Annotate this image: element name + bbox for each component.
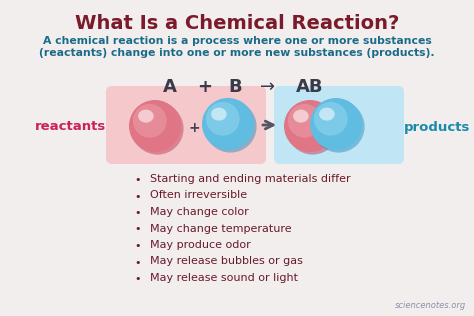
Text: What Is a Chemical Reaction?: What Is a Chemical Reaction? [75, 14, 399, 33]
Text: reactants: reactants [35, 120, 106, 133]
Text: May produce odor: May produce odor [150, 240, 251, 250]
Text: Starting and ending materials differ: Starting and ending materials differ [150, 174, 351, 184]
Ellipse shape [312, 100, 365, 153]
Text: +: + [198, 78, 212, 96]
Ellipse shape [287, 103, 338, 155]
Text: •: • [135, 258, 141, 268]
Ellipse shape [319, 108, 335, 121]
Ellipse shape [206, 102, 240, 136]
Text: (reactants) change into one or more new substances (products).: (reactants) change into one or more new … [39, 48, 435, 58]
Ellipse shape [293, 110, 309, 123]
Text: AB: AB [296, 78, 324, 96]
Text: products: products [404, 120, 470, 133]
FancyBboxPatch shape [106, 86, 266, 164]
Ellipse shape [288, 104, 322, 138]
Ellipse shape [132, 103, 183, 155]
Ellipse shape [129, 100, 181, 152]
Ellipse shape [138, 110, 154, 123]
Text: →: → [260, 78, 275, 96]
Text: May change temperature: May change temperature [150, 223, 292, 234]
Text: •: • [135, 208, 141, 218]
Text: •: • [135, 274, 141, 284]
Text: May release sound or light: May release sound or light [150, 273, 298, 283]
Text: •: • [135, 175, 141, 185]
Text: B: B [228, 78, 242, 96]
Text: •: • [135, 191, 141, 202]
FancyBboxPatch shape [274, 86, 404, 164]
Text: •: • [135, 224, 141, 234]
Ellipse shape [211, 108, 227, 121]
Text: Often irreversible: Often irreversible [150, 191, 247, 200]
Ellipse shape [310, 98, 362, 150]
Text: •: • [135, 241, 141, 251]
Text: A: A [163, 78, 177, 96]
Ellipse shape [205, 100, 256, 153]
Text: May change color: May change color [150, 207, 249, 217]
Text: A chemical reaction is a process where one or more substances: A chemical reaction is a process where o… [43, 36, 431, 46]
Ellipse shape [284, 100, 336, 152]
Text: sciencenotes.org: sciencenotes.org [395, 301, 466, 310]
Ellipse shape [202, 98, 254, 150]
Ellipse shape [133, 104, 167, 138]
Text: May release bubbles or gas: May release bubbles or gas [150, 257, 303, 266]
Text: +: + [188, 121, 200, 135]
Ellipse shape [314, 102, 348, 136]
